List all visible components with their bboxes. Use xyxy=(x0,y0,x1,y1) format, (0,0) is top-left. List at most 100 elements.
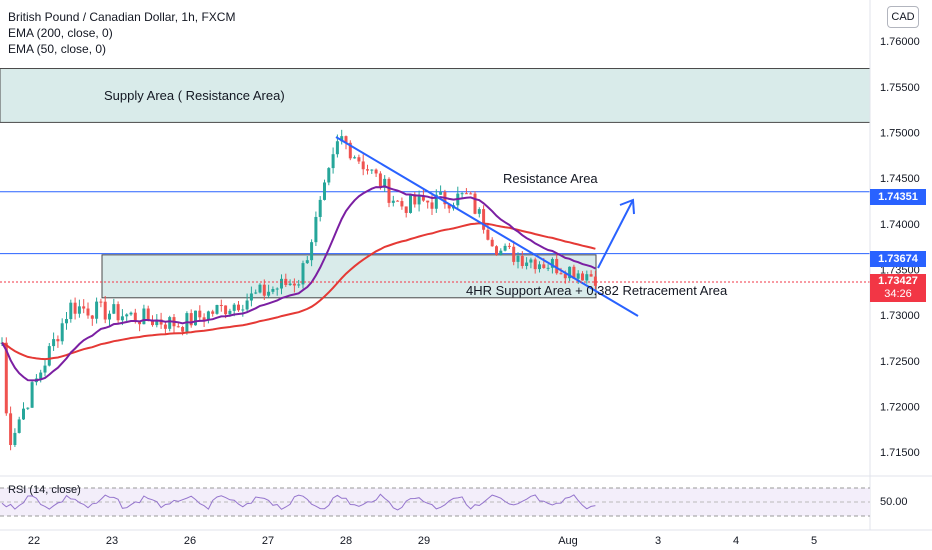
candle-body xyxy=(146,308,150,321)
candle-body xyxy=(297,284,301,286)
candle-body xyxy=(305,260,309,264)
rsi-line xyxy=(1,493,596,511)
candle-body xyxy=(413,194,417,205)
candle-body xyxy=(409,194,412,213)
candle-body xyxy=(52,339,56,347)
candle-body xyxy=(241,309,245,311)
candle-body xyxy=(176,326,180,328)
candle-body xyxy=(245,300,249,310)
candle-body xyxy=(22,408,25,420)
candle-body xyxy=(56,339,60,342)
bar-countdown: 34:26 xyxy=(884,288,912,300)
candle-body xyxy=(344,136,348,143)
candle-body xyxy=(267,291,271,296)
candle-body xyxy=(151,320,154,326)
candle-body xyxy=(202,317,206,321)
chart-legend: British Pound / Canadian Dollar, 1h, FXC… xyxy=(8,9,235,57)
candle-body xyxy=(383,178,387,188)
candle-body xyxy=(60,323,64,342)
rsi-pane xyxy=(0,487,870,517)
candle-body xyxy=(301,263,305,285)
candle-body xyxy=(155,319,159,326)
candle-body xyxy=(323,182,326,200)
candle-body xyxy=(39,372,43,379)
price-zone xyxy=(0,68,871,123)
time-tick-label: 4 xyxy=(733,535,739,547)
descending-trendline xyxy=(335,136,639,317)
price-tick-label: 1.74000 xyxy=(880,219,920,231)
candle-body xyxy=(168,317,172,329)
candle-body xyxy=(9,413,13,446)
candle-body xyxy=(366,169,369,171)
ema-200-legend[interactable]: EMA (200, close, 0) xyxy=(8,26,113,40)
candle-body xyxy=(555,258,559,274)
price-tick-label: 1.75000 xyxy=(880,127,920,139)
ema-50-legend[interactable]: EMA (50, close, 0) xyxy=(8,42,107,56)
candle-body xyxy=(26,407,30,409)
candle-body xyxy=(292,283,296,286)
candle-body xyxy=(434,194,438,209)
candle-body xyxy=(129,312,133,315)
currency-badge[interactable]: CAD xyxy=(887,6,919,28)
candle-body xyxy=(469,193,473,195)
price-tick-label: 1.72000 xyxy=(880,401,920,413)
candle-body xyxy=(391,200,395,203)
candle-body xyxy=(460,193,464,195)
time-tick-label: 26 xyxy=(184,535,196,547)
candle-body xyxy=(473,193,477,214)
rsi-legend[interactable]: RSI (14, close) xyxy=(8,484,81,496)
candle-body xyxy=(546,267,550,269)
candle-body xyxy=(275,288,279,290)
candle-body xyxy=(258,284,262,293)
candle-body xyxy=(206,311,210,321)
resistance-area-label: Resistance Area xyxy=(503,171,598,186)
candle-body xyxy=(215,304,219,314)
candle-body xyxy=(495,246,498,255)
candle-body xyxy=(69,302,73,320)
candle-body xyxy=(163,324,167,329)
candle-body xyxy=(318,199,322,217)
candle-body xyxy=(340,136,344,142)
candle-body xyxy=(90,315,94,319)
candle-body xyxy=(254,292,258,294)
candle-body xyxy=(30,382,34,408)
candle-body xyxy=(77,306,81,314)
symbol-title[interactable]: British Pound / Canadian Dollar, 1h, FXC… xyxy=(8,10,236,24)
candle-body xyxy=(181,327,185,332)
candle-body xyxy=(593,276,597,286)
candle-body xyxy=(568,266,572,279)
candle-body xyxy=(576,273,580,279)
candle-body xyxy=(120,316,124,321)
rsi-level-label: 50.00 xyxy=(880,496,908,508)
candle-body xyxy=(43,365,47,373)
candle-body xyxy=(387,178,391,203)
candles-layer xyxy=(0,129,597,451)
time-axis[interactable]: 22 23 26 27 28 29 Aug 3 4 5 xyxy=(28,535,817,547)
candle-body xyxy=(73,302,77,314)
candle-body xyxy=(447,204,451,209)
price-axis[interactable]: 1.76000 1.75500 1.75000 1.74500 1.74000 1.735… xyxy=(880,36,920,459)
price-tick-label: 1.74500 xyxy=(880,173,920,185)
candle-body xyxy=(538,264,541,270)
candle-body xyxy=(512,246,516,262)
candle-body xyxy=(533,259,537,270)
candle-body xyxy=(439,192,443,195)
candle-body xyxy=(237,304,240,311)
resistance-upper-price-tag: 1.74351 xyxy=(870,189,926,205)
candle-body xyxy=(116,304,120,321)
candle-body xyxy=(370,169,374,171)
candle-body xyxy=(581,273,584,281)
candle-body xyxy=(198,310,202,318)
price-tick-label: 1.73000 xyxy=(880,310,920,322)
candle-body xyxy=(331,154,335,169)
candle-body xyxy=(65,319,68,324)
candle-body xyxy=(563,273,567,279)
candle-body xyxy=(503,245,507,251)
candle-body xyxy=(357,157,361,162)
candle-body xyxy=(99,301,103,303)
candle-body xyxy=(280,278,283,289)
price-tick-label: 1.71500 xyxy=(880,447,920,459)
candle-body xyxy=(464,193,468,195)
candle-body xyxy=(310,242,314,261)
